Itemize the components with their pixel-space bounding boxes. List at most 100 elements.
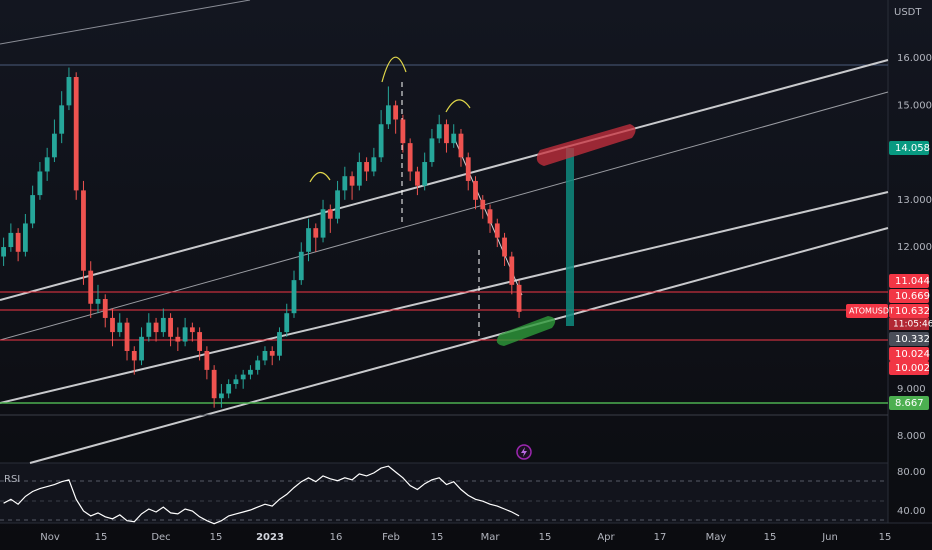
candle-body bbox=[415, 171, 420, 186]
x-tick-label: Apr bbox=[597, 532, 615, 543]
rsi-line bbox=[3, 465, 520, 525]
price-badge-label: 11.044 bbox=[895, 276, 930, 287]
candle-body bbox=[422, 162, 428, 186]
price-badge-label: 10.024 bbox=[895, 349, 930, 360]
candle-body bbox=[175, 336, 181, 342]
candle-body bbox=[509, 256, 515, 285]
price-badge bbox=[889, 141, 929, 155]
y-tick-label: 8.000 bbox=[897, 431, 926, 442]
symbol-badge bbox=[846, 304, 888, 318]
candle-body bbox=[480, 199, 486, 210]
candle-body bbox=[88, 270, 94, 304]
x-tick-label: Jun bbox=[821, 532, 838, 543]
candle-body bbox=[30, 195, 36, 224]
candle-body bbox=[385, 105, 391, 125]
price-badge bbox=[889, 396, 929, 410]
candle-body bbox=[429, 138, 435, 163]
candle-body bbox=[37, 171, 43, 196]
candle-body bbox=[371, 157, 377, 172]
candle-body bbox=[356, 162, 362, 186]
channel-line bbox=[29, 227, 889, 464]
drawings bbox=[0, 0, 889, 464]
countdown-label: 11:05:46 bbox=[893, 320, 932, 330]
price-badge-label: 10.632 bbox=[895, 306, 930, 317]
candle-body bbox=[139, 336, 144, 361]
x-tick-label: May bbox=[706, 532, 727, 543]
price-badge-label: 10.002 bbox=[895, 363, 930, 374]
candle-body bbox=[102, 299, 108, 318]
candle-body bbox=[153, 322, 159, 333]
y-tick-label: 9.000 bbox=[897, 384, 926, 395]
candle-body bbox=[8, 232, 14, 248]
candle-body bbox=[262, 350, 268, 361]
x-tick-label: 15 bbox=[879, 532, 892, 543]
arc bbox=[309, 171, 331, 183]
candle-body bbox=[248, 369, 253, 375]
price-badge bbox=[889, 361, 929, 375]
candle-body bbox=[298, 251, 304, 281]
candle-body bbox=[1, 247, 7, 257]
candles bbox=[1, 67, 522, 408]
x-tick-label: 15 bbox=[764, 532, 777, 543]
candle-body bbox=[22, 223, 28, 252]
arc bbox=[445, 99, 471, 113]
rsi-label: RSI bbox=[4, 474, 20, 485]
price-badge bbox=[889, 332, 929, 346]
rsi-tick-label: 40.00 bbox=[897, 506, 926, 517]
candle-body bbox=[393, 105, 399, 120]
candle-body bbox=[73, 77, 79, 191]
y-tick-label: 13.000 bbox=[897, 195, 932, 206]
price-badge-label: 8.667 bbox=[895, 398, 924, 409]
candle-body bbox=[451, 133, 457, 144]
candle-body bbox=[465, 157, 471, 181]
candle-body bbox=[313, 228, 319, 238]
candle-body bbox=[487, 209, 493, 224]
candle-body bbox=[306, 228, 311, 252]
x-tick-label: 16 bbox=[330, 532, 343, 543]
candle-body bbox=[502, 237, 507, 257]
candle-body bbox=[335, 190, 340, 219]
candle-body bbox=[226, 384, 232, 394]
candle-body bbox=[364, 162, 369, 172]
candle-body bbox=[342, 176, 348, 191]
price-badge-label: 10.332 bbox=[895, 334, 930, 345]
candle-body bbox=[131, 350, 137, 361]
candle-body bbox=[110, 317, 115, 333]
candle-body bbox=[240, 374, 246, 380]
price-badge bbox=[889, 289, 929, 303]
candle-body bbox=[204, 350, 210, 370]
x-tick-label: Dec bbox=[151, 532, 170, 543]
channel-line bbox=[0, 191, 889, 404]
candle-body bbox=[320, 209, 326, 238]
countdown-badge bbox=[889, 318, 929, 330]
x-tick-label: Mar bbox=[481, 532, 501, 543]
price-badge bbox=[889, 274, 929, 288]
x-tick-label: 2023 bbox=[256, 532, 284, 543]
candle-body bbox=[327, 209, 333, 219]
candle-body bbox=[44, 157, 50, 172]
candle-body bbox=[473, 180, 478, 200]
x-tick-label: 15 bbox=[431, 532, 444, 543]
candle-body bbox=[407, 143, 413, 172]
y-tick-label: 16.000 bbox=[897, 53, 932, 64]
x-tick-label: Nov bbox=[40, 532, 60, 543]
candle-body bbox=[189, 327, 195, 333]
rsi-pane bbox=[0, 463, 888, 523]
candle-body bbox=[269, 350, 275, 356]
candle-body bbox=[66, 77, 72, 106]
price-badge-label: 10.669 bbox=[895, 291, 930, 302]
price-badge bbox=[889, 304, 929, 318]
y-tick-label: 12.000 bbox=[897, 242, 932, 253]
candle-body bbox=[516, 284, 522, 312]
candle-body bbox=[255, 360, 261, 370]
highlight bbox=[536, 124, 636, 166]
candle-body bbox=[146, 322, 152, 337]
trendline bbox=[0, 0, 251, 45]
candle-body bbox=[494, 223, 500, 238]
candle-body bbox=[52, 133, 57, 158]
candle-body bbox=[277, 332, 282, 356]
candle-body bbox=[458, 133, 464, 158]
candle-body bbox=[400, 119, 406, 144]
